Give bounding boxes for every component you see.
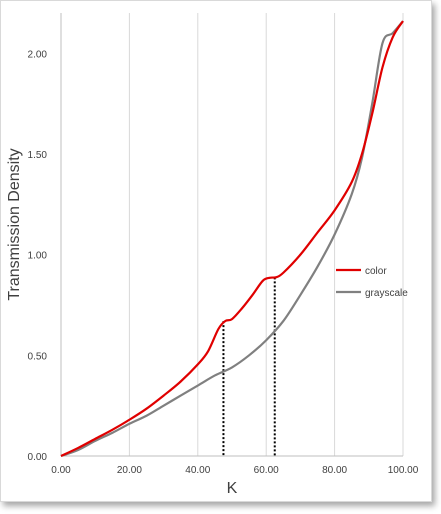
series-line-grayscale (60, 20, 404, 458)
x-tick-label: 60.00 (254, 465, 279, 476)
y-tick-label: 1.00 (28, 251, 48, 262)
y-tick-label: 2.00 (28, 49, 48, 60)
x-axis-title: K (227, 480, 238, 497)
x-tick-labels: 0.00 20.00 40.00 60.00 80.00 100.00 (51, 465, 418, 476)
legend-label-color: color (365, 266, 387, 277)
x-tick-label: 80.00 (322, 465, 347, 476)
chart-frame: 0.00 20.00 40.00 60.00 80.00 100.00 0.00 0.50 1… (0, 0, 432, 502)
y-tick-label: 0.00 (28, 452, 48, 463)
series-lines (60, 20, 404, 458)
series-line-color (60, 20, 404, 457)
y-tick-labels: 0.00 0.50 1.00 1.50 2.00 (28, 49, 48, 463)
x-tick-label: 20.00 (117, 465, 142, 476)
y-tick-label: 0.50 (28, 351, 48, 362)
gridlines (128, 13, 404, 456)
y-tick-label: 1.50 (28, 150, 48, 161)
legend-label-grayscale: grayscale (365, 288, 408, 299)
legend: color grayscale (336, 266, 408, 299)
x-tick-label: 100.00 (388, 465, 419, 476)
y-axis-title: Transmission Density (6, 148, 23, 300)
x-tick-label: 0.00 (51, 465, 71, 476)
reference-markers (222, 277, 276, 456)
x-tick-label: 40.00 (185, 465, 210, 476)
axes (60, 13, 403, 457)
